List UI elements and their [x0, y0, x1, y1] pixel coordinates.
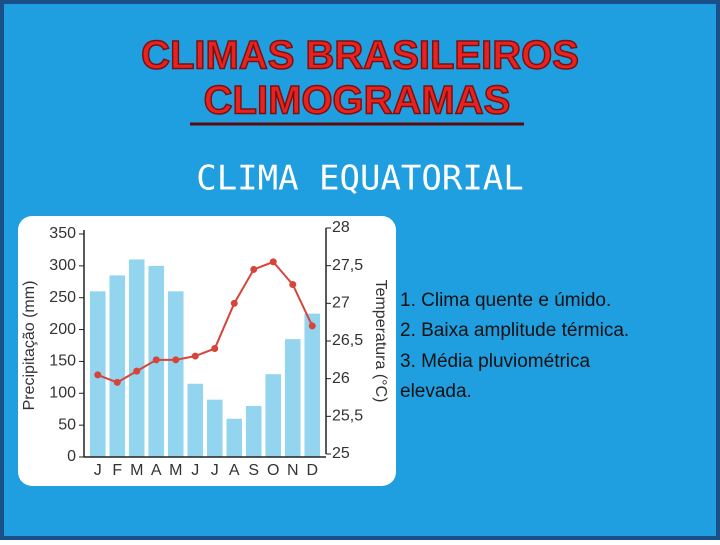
note: elevada.	[400, 381, 472, 402]
x-tick-label: J	[191, 462, 199, 479]
x-tick-label: F	[112, 462, 122, 479]
y-tick-label: 300	[49, 257, 76, 274]
x-tick-label: S	[248, 462, 259, 479]
slide-subtitle: CLIMOGRAMAS	[204, 79, 511, 123]
y2-tick-label: 25	[332, 445, 350, 462]
x-tick-label: A	[151, 462, 162, 479]
temperature-point	[94, 371, 102, 379]
x-tick-label: N	[287, 462, 299, 479]
y2-tick-label: 25,5	[332, 408, 363, 425]
temperature-point	[289, 281, 297, 288]
y-axis-label: Precipitação (mm)	[21, 281, 38, 411]
x-tick-label: A	[229, 462, 240, 479]
bar	[109, 275, 126, 457]
y2-axis-label: Temperatura (°C)	[372, 280, 389, 403]
temperature-point	[308, 322, 316, 330]
note: 1. Clima quente e úmido.	[400, 290, 611, 311]
temperature-point	[172, 356, 180, 364]
slide-title: CLIMAS BRASILEIROS	[141, 34, 579, 78]
y2-tick-label: 26	[332, 370, 350, 387]
temperature-point	[113, 378, 121, 386]
bar	[167, 291, 184, 457]
temperature-point	[133, 367, 141, 375]
temperature-point	[152, 356, 160, 364]
y-tick-label: 150	[49, 353, 76, 370]
note: 2. Baixa amplitude térmica.	[400, 320, 629, 341]
y-tick-label: 50	[58, 416, 76, 433]
y-tick-label: 250	[49, 289, 76, 306]
bar	[265, 374, 282, 457]
x-tick-label: O	[267, 462, 279, 479]
bar	[187, 383, 204, 457]
bar	[206, 399, 223, 457]
x-tick-label: M	[130, 462, 143, 479]
y-tick-label: 350	[49, 225, 76, 242]
x-tick-label: D	[306, 462, 318, 479]
y-tick-label: 100	[49, 385, 76, 402]
y-tick-label: 0	[67, 448, 76, 465]
heading: CLIMA EQUATORIAL	[196, 159, 524, 199]
y-tick-label: 200	[49, 321, 76, 338]
y2-tick-label: 27,5	[332, 257, 363, 274]
bar	[128, 259, 145, 457]
x-tick-label: J	[211, 462, 219, 479]
temperature-line	[97, 260, 314, 384]
y2-tick-label: 27	[332, 295, 350, 312]
temperature-point	[191, 352, 199, 360]
x-tick-label: J	[94, 462, 102, 479]
bar	[245, 406, 262, 457]
x-tick-label: M	[169, 462, 182, 479]
note: 3. Média pluviométrica	[400, 351, 591, 372]
y2-tick-label: 26,5	[332, 332, 363, 349]
temperature-point	[230, 299, 238, 307]
y2-tick-label: 28	[332, 219, 350, 236]
bar	[304, 313, 321, 457]
bar	[284, 339, 301, 457]
temperature-point	[269, 258, 277, 266]
temperature-point	[250, 265, 258, 273]
temperature-point	[211, 345, 219, 353]
bar	[226, 418, 243, 457]
